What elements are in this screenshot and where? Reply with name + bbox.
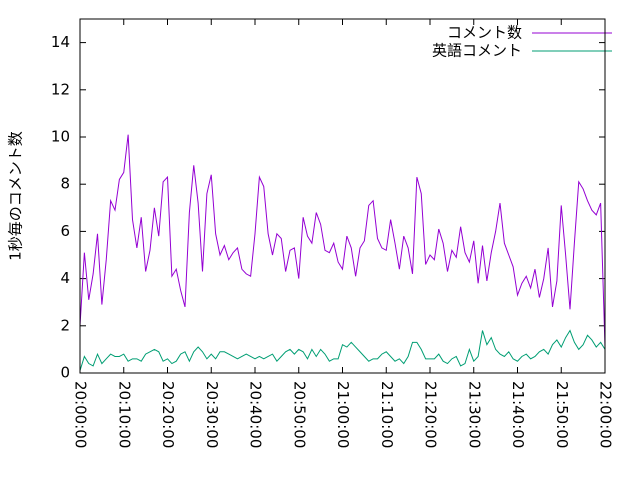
y-tick-label: 10 [51, 128, 70, 146]
x-tick-label: 21:10:00 [378, 381, 396, 448]
y-tick-label: 2 [60, 316, 70, 334]
y-tick-label: 4 [60, 269, 70, 287]
x-tick-label: 20:00:00 [72, 381, 90, 448]
x-tick-label: 20:50:00 [290, 381, 308, 448]
y-tick-label: 14 [51, 33, 70, 51]
x-tick-label: 20:40:00 [247, 381, 265, 448]
x-tick-label: 21:20:00 [422, 381, 440, 448]
plot-border [79, 18, 606, 374]
x-tick-label: 21:00:00 [334, 381, 352, 448]
y-tick-label: 6 [60, 222, 70, 240]
y-tick-label: 12 [51, 80, 70, 98]
x-tick-label: 22:00:00 [597, 381, 615, 448]
y-tick-label: 8 [60, 175, 70, 193]
x-tick-label: 20:30:00 [203, 381, 221, 448]
series-line [79, 329, 606, 371]
x-tick-label: 21:30:00 [465, 381, 483, 448]
legend-label: コメント数 [447, 24, 522, 42]
y-axis-label: 1秒毎のコメント数 [7, 131, 25, 261]
x-tick-label: 20:20:00 [159, 381, 177, 448]
series-line [79, 134, 606, 348]
x-tick-label: 21:40:00 [509, 381, 527, 448]
x-tick-label: 21:50:00 [553, 381, 571, 448]
y-tick-label: 0 [60, 364, 70, 382]
x-tick-label: 20:10:00 [115, 381, 133, 448]
legend-label: 英語コメント [432, 42, 522, 60]
